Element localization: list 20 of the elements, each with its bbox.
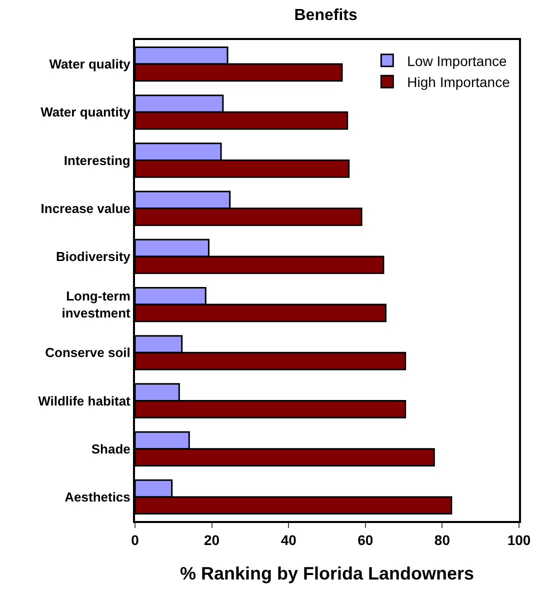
chart-title: Benefits [294,7,358,24]
y-tick-label: Interesting [64,152,130,168]
legend-label: Low Importance [407,52,507,69]
y-tick-label: Water quality [49,56,132,72]
y-tick-label: Water quantity [40,104,132,120]
y-tick-label: Long-term investment [62,288,132,321]
x-tick-label: 20 [204,532,220,548]
legend-label: High Importance [407,74,510,90]
y-tick-label: Aesthetics [64,490,130,504]
y-tick-label: Biodiversity [56,249,132,264]
x-tick-label: 100 [507,532,531,548]
y-tick-label: Increase value [40,200,130,216]
y-tick-label: Shade [91,441,130,456]
x-tick-label: 0 [131,532,140,548]
x-tick-label: 80 [434,532,450,548]
x-axis-title: % Ranking by Florida Landowners [180,563,474,584]
y-tick-label: Conserve soil [45,345,130,360]
x-tick-label: 40 [280,532,297,548]
y-tick-label: Wildlife habitat [38,393,132,408]
x-tick-label: 60 [358,532,374,548]
